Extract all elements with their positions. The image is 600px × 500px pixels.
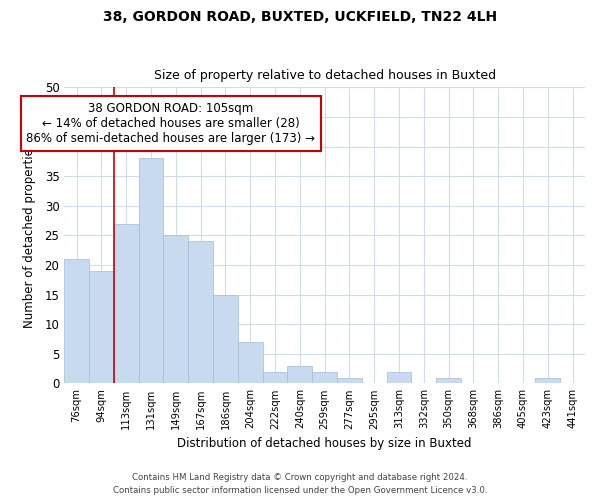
Bar	[337, 378, 362, 384]
Bar	[263, 372, 287, 384]
Title: Size of property relative to detached houses in Buxted: Size of property relative to detached ho…	[154, 69, 496, 82]
X-axis label: Distribution of detached houses by size in Buxted: Distribution of detached houses by size …	[178, 437, 472, 450]
Bar	[386, 372, 412, 384]
Bar	[163, 236, 188, 384]
Bar	[213, 294, 238, 384]
Bar	[535, 378, 560, 384]
Bar	[238, 342, 263, 384]
Bar	[287, 366, 312, 384]
Bar	[436, 378, 461, 384]
Text: Contains HM Land Registry data © Crown copyright and database right 2024.
Contai: Contains HM Land Registry data © Crown c…	[113, 474, 487, 495]
Bar	[188, 242, 213, 384]
Bar	[114, 224, 139, 384]
Bar	[139, 158, 163, 384]
Bar	[89, 271, 114, 384]
Text: 38, GORDON ROAD, BUXTED, UCKFIELD, TN22 4LH: 38, GORDON ROAD, BUXTED, UCKFIELD, TN22 …	[103, 10, 497, 24]
Bar	[64, 259, 89, 384]
Text: 38 GORDON ROAD: 105sqm
← 14% of detached houses are smaller (28)
86% of semi-det: 38 GORDON ROAD: 105sqm ← 14% of detached…	[26, 102, 316, 145]
Bar	[312, 372, 337, 384]
Y-axis label: Number of detached properties: Number of detached properties	[23, 142, 36, 328]
